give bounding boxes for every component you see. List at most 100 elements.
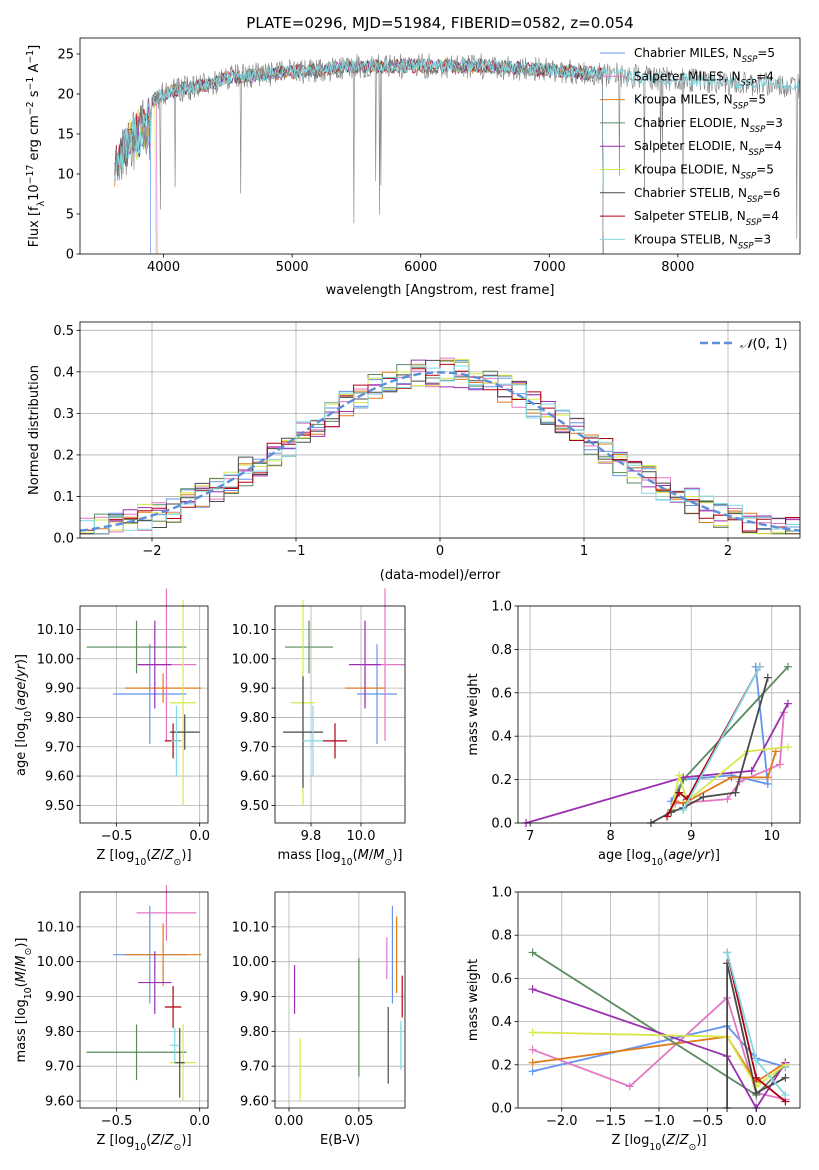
errorbar-point	[169, 1027, 180, 1063]
gaussian-reference-line	[79, 371, 801, 532]
series-salpeter-elodie	[522, 699, 792, 827]
histogram-step-kroupa-stelib	[80, 364, 800, 535]
y-tick-label: 0.0	[491, 1102, 512, 1117]
y-axis-label: mass weight	[466, 673, 481, 755]
y-tick-label: 9.50	[240, 799, 269, 814]
legend-eq: =4	[764, 139, 782, 153]
series-line	[682, 666, 761, 811]
data-spectrum-line	[114, 53, 801, 239]
x-tick-label: −0.5	[692, 1114, 724, 1129]
legend-eq: =5	[757, 46, 775, 60]
y-tick-label: 9.70	[45, 1060, 74, 1075]
legend-entry: Kroupa MILES, NSSP=5	[634, 93, 766, 112]
y-axis-label: mass [log10(M/M⊙)]	[14, 938, 34, 1063]
series-line	[532, 1031, 786, 1088]
y-tick-label: 0.3	[53, 407, 74, 422]
plot-area-mass_vs_Z	[86, 885, 202, 1102]
label-part: /	[369, 848, 374, 863]
label-part: (	[146, 1133, 151, 1148]
y-tick-label: 10.00	[232, 652, 269, 667]
label-part: /	[692, 848, 697, 863]
y-tick-label: 9.60	[240, 1095, 269, 1110]
y-tick-label: 9.90	[240, 682, 269, 697]
legend-entry: Chabrier STELIB, NSSP=6	[634, 186, 780, 205]
x-tick-label: 0.0	[189, 1114, 210, 1129]
axes-frame	[517, 605, 801, 824]
legend-sub: SSP	[741, 78, 757, 88]
y-tick-label: 10.00	[37, 955, 74, 970]
x-tick-label: 6000	[404, 260, 437, 275]
label-part: )]	[181, 848, 191, 863]
label-part: /	[675, 1133, 680, 1148]
y-tick-label: 9.90	[45, 682, 74, 697]
label-part: )]	[710, 848, 720, 863]
label-part: −2	[25, 101, 36, 115]
label-part: Z [log	[96, 848, 134, 863]
errorbar-point	[349, 620, 381, 709]
label-part: (	[14, 706, 29, 711]
label-part: 10	[341, 857, 353, 868]
y-tick-label: 1.0	[491, 886, 512, 901]
label-part: age	[668, 848, 692, 863]
plot-area-age_vs_mass	[283, 588, 405, 806]
legend-eq: =6	[763, 186, 781, 200]
errorbar-point	[136, 885, 197, 941]
label-part: 10	[134, 857, 146, 868]
label-part: ⊙	[385, 857, 393, 868]
axes-frame	[79, 891, 209, 1109]
legend-sub: SSP	[742, 55, 758, 65]
axes-residuals: −2 −1 0 1 2 0.0 0.1 0.2 0.3 0.4 0.5 𝒩(0, 1)	[53, 321, 801, 559]
y-tick-label: 10.00	[37, 652, 74, 667]
y-tick-label: 25	[57, 48, 74, 63]
model-spectrum-line	[114, 58, 801, 179]
label-part: )]	[14, 654, 29, 664]
label-part: age [log	[598, 848, 651, 863]
y-axis-label: age [log10(age/yr)]	[14, 654, 34, 776]
label-part: Flux [f	[27, 206, 42, 247]
y-axis-label: Normed distribution	[27, 365, 42, 495]
label-part: )]	[14, 938, 29, 948]
legend-sub: SSP	[750, 125, 766, 135]
legend-eq: =4	[761, 209, 779, 223]
label-part: 10	[134, 1142, 146, 1153]
series-kroupa-stelib	[679, 662, 764, 814]
series-line	[532, 1024, 786, 1073]
label-part: −1	[25, 77, 36, 91]
axes-mass_vs_ebv: 0.00 0.05 9.60 9.70 9.80 9.90 10.00 10.10	[232, 891, 406, 1129]
y-tick-label: 0.6	[491, 686, 512, 701]
y-tick-label: 1.0	[491, 600, 512, 615]
x-tick-label: 5000	[276, 260, 309, 275]
label-part: M	[14, 956, 29, 967]
errorbar-point	[124, 673, 202, 703]
series-line	[670, 666, 769, 802]
legend-label: Salpeter STELIB, N	[634, 209, 746, 223]
legend-label: Chabrier MILES, N	[634, 46, 742, 60]
label-part: ⊙	[689, 1142, 697, 1153]
label-part: Z	[164, 848, 175, 863]
x-tick-label: −1	[286, 544, 305, 559]
label-part: Z [log	[96, 1133, 134, 1148]
y-tick-label: 0.2	[53, 448, 74, 463]
legend-entry: Salpeter ELODIE, NSSP=4	[634, 139, 782, 158]
label-part: /	[14, 677, 29, 682]
axes-weight_vs_age: 7 8 9 10 0.0 0.2 0.4 0.6 0.8 1.0	[491, 600, 801, 844]
legend-label: Kroupa ELODIE, N	[634, 163, 741, 177]
y-tick-label: 20	[57, 88, 74, 103]
x-tick-label: −0.5	[101, 829, 133, 844]
x-tick-label: 9.8	[301, 829, 322, 844]
series-kroupa-stelib	[723, 948, 790, 1100]
legend-sub: SSP	[733, 102, 749, 112]
label-part: mass [log	[14, 999, 29, 1062]
x-tick-label: −1.5	[595, 1114, 627, 1129]
y-tick-label: 5	[66, 208, 74, 223]
legend-sub: SSP	[746, 218, 762, 228]
y-axis-label: mass weight	[466, 959, 481, 1041]
label-part: s	[27, 90, 42, 101]
errorbar-point	[323, 723, 347, 759]
label-part: ⊙	[174, 857, 182, 868]
x-axis-label: (data-model)/error	[380, 568, 501, 583]
plot-area-mass_vs_ebv	[293, 905, 403, 1102]
label-part: /	[14, 966, 29, 971]
x-tick-label: −2.0	[546, 1114, 578, 1129]
legend-entry: Salpeter MILES, NSSP=4	[634, 69, 774, 88]
